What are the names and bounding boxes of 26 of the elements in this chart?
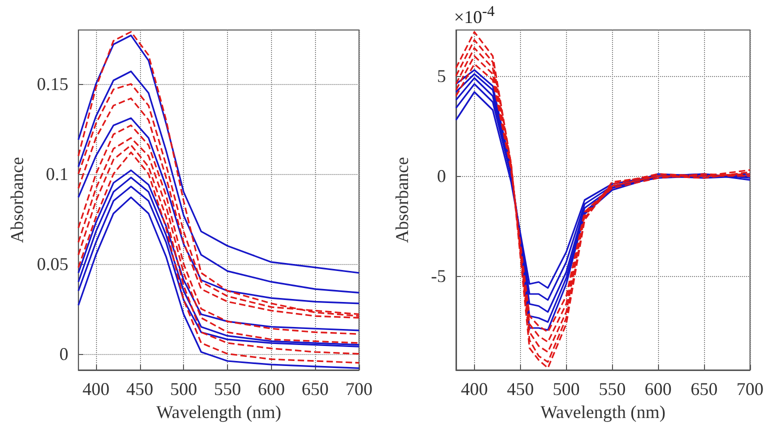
x-tick-label: 500	[170, 379, 198, 399]
y-tick-label: 0.1	[46, 164, 68, 184]
x-tick-label: 450	[126, 379, 154, 399]
y-tick-label: 0	[59, 344, 68, 364]
x-tick-label: 700	[346, 379, 372, 399]
y-axis-title: Absorbance	[7, 157, 27, 243]
x-tick-label: 500	[552, 379, 580, 399]
x-axis-title: Wavelength (nm)	[156, 402, 282, 422]
x-tick-label: 400	[82, 379, 110, 399]
y-tick-label: 0.05	[36, 254, 68, 274]
x-tick-label: 600	[644, 379, 672, 399]
y-axis-title: Absorbance	[392, 157, 412, 243]
x-tick-label: 650	[302, 379, 329, 399]
x-tick-label: 700	[736, 379, 764, 399]
x-tick-label: 450	[506, 379, 534, 399]
x-axis-title: Wavelength (nm)	[540, 402, 666, 422]
x-tick-label: 650	[690, 379, 718, 399]
y-tick-label: 0.15	[36, 74, 68, 94]
text: ×10$^{-4}$	[454, 4, 495, 28]
y-tick-label: 5	[437, 66, 446, 86]
x-tick-label: 550	[598, 379, 626, 399]
x-tick-label: 550	[214, 379, 241, 399]
y-tick-label: 0	[437, 166, 446, 186]
x-tick-label: 400	[460, 379, 488, 399]
y-tick-label: -5	[431, 266, 446, 286]
x-tick-label: 600	[258, 379, 285, 399]
